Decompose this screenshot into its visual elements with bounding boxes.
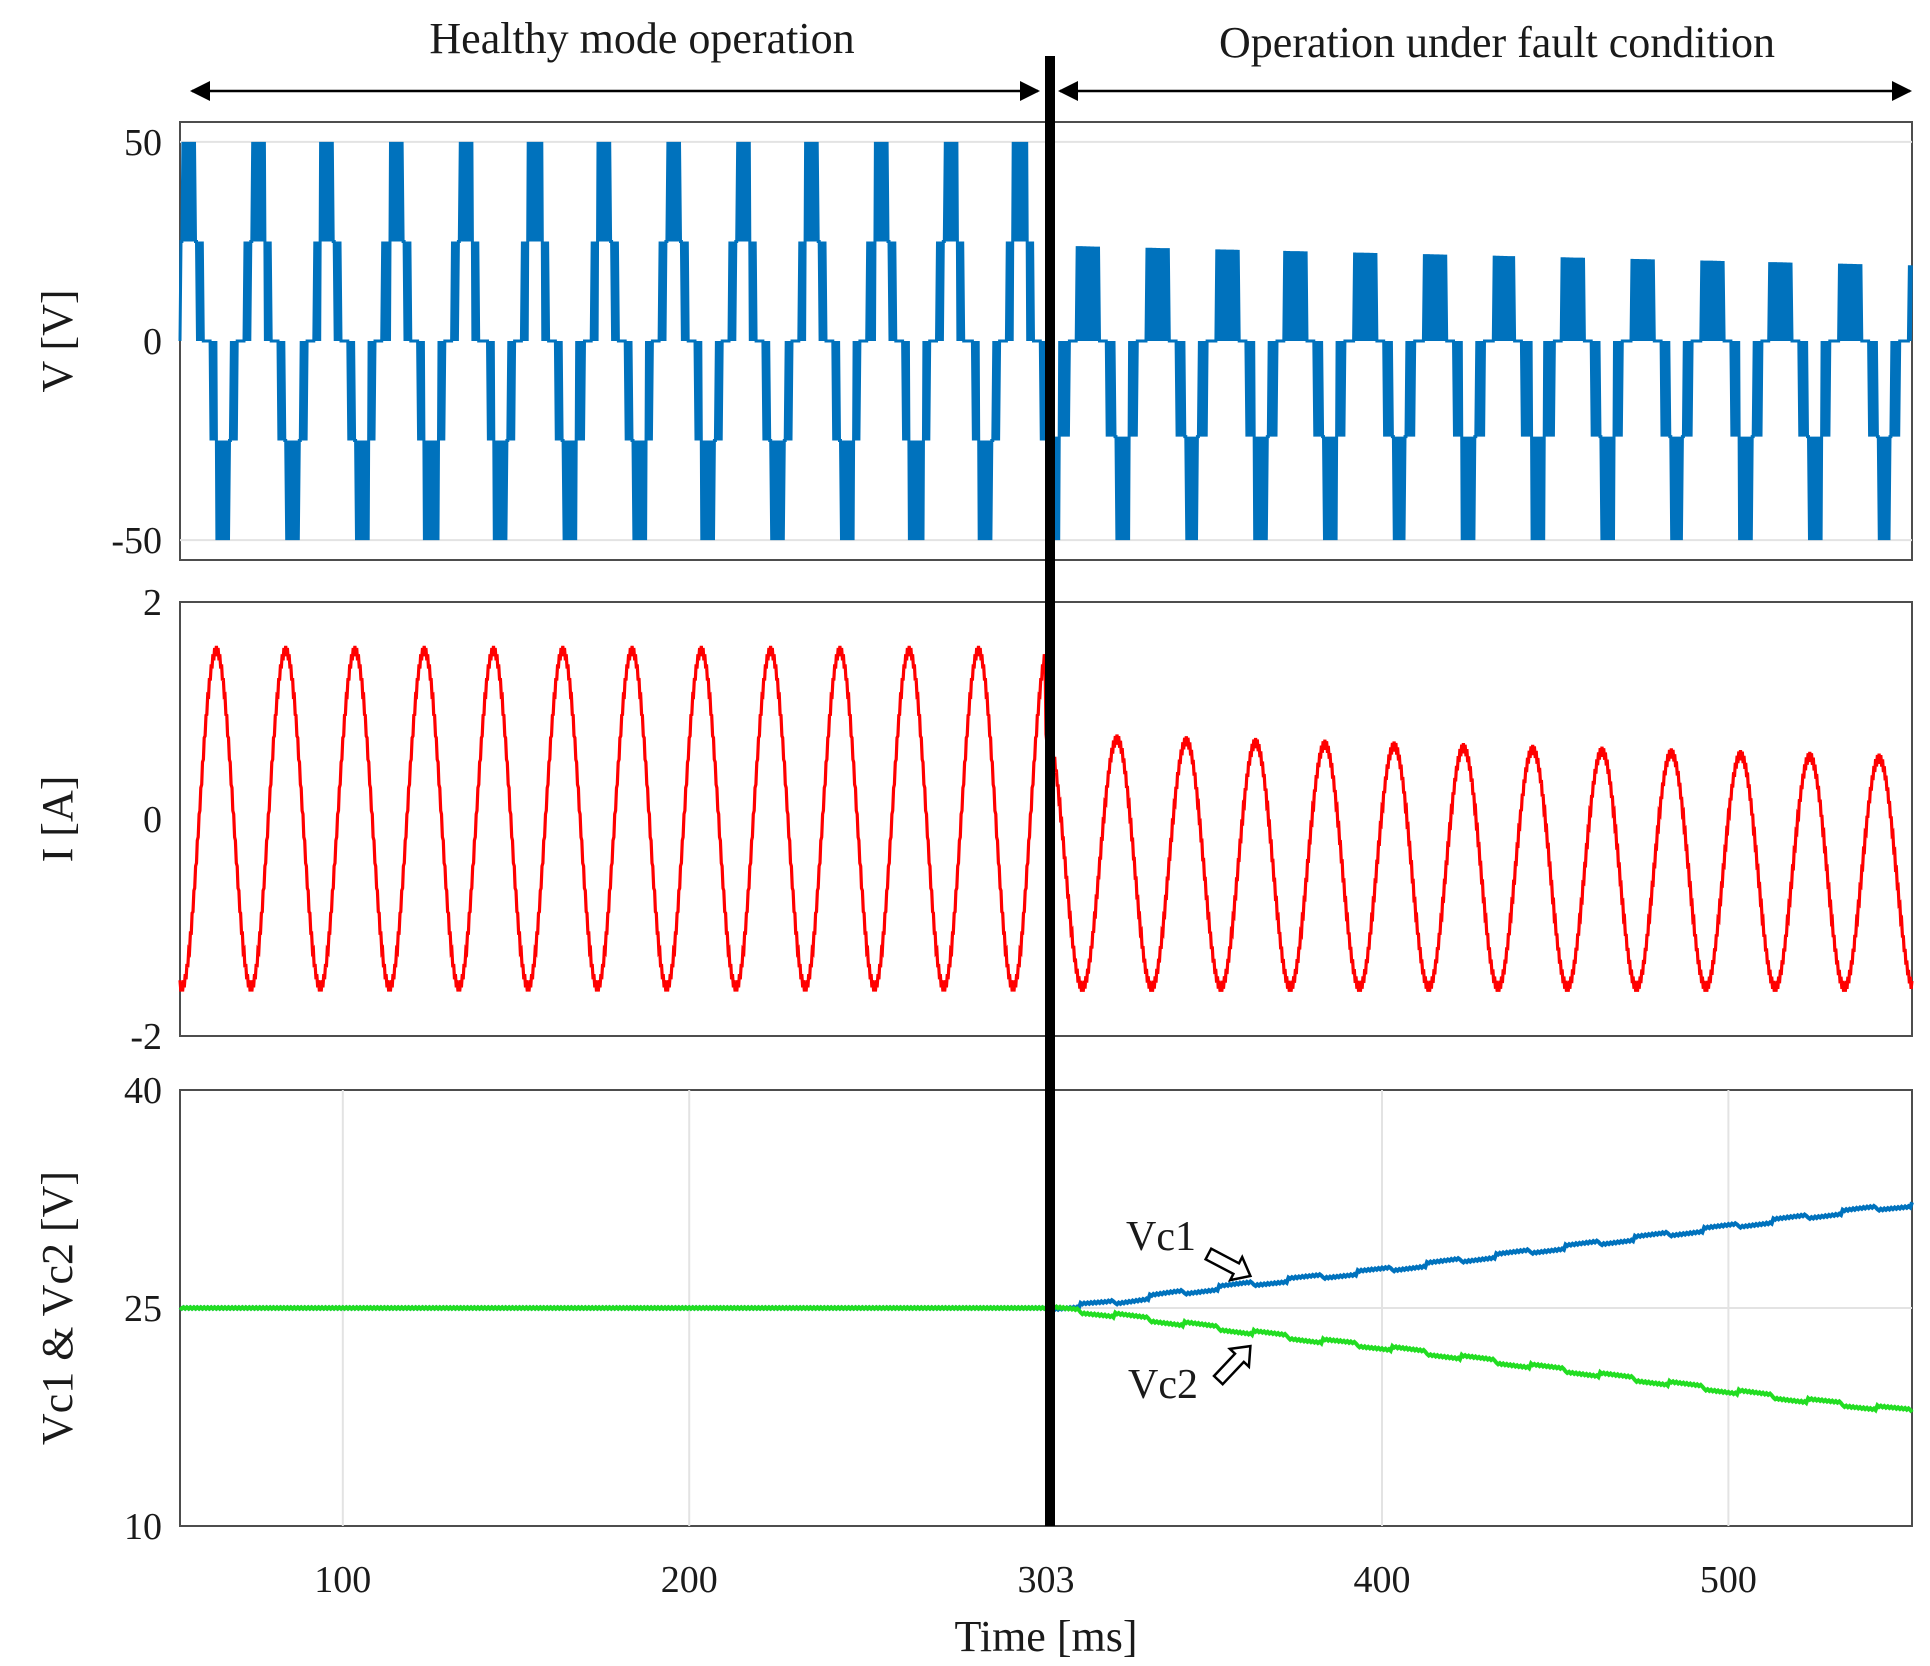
fault-mode-header: Operation under fault condition: [1219, 18, 1775, 67]
vc2-annotation-arrow-icon: [1212, 1344, 1252, 1386]
capacitor-y-tick-40: 40: [124, 1070, 162, 1112]
x-tick-303: 303: [1018, 1559, 1075, 1601]
voltage-y-tick-50: 50: [124, 122, 162, 164]
current-y-tick-0: 0: [143, 799, 162, 841]
capacitor-y-axis-label: Vc1 & Vc2 [V]: [33, 1171, 82, 1445]
healthy-mode-header: Healthy mode operation: [429, 14, 854, 63]
x-axis-label: Time [ms]: [955, 1612, 1138, 1661]
current-y-axis-label: I [A]: [33, 776, 82, 863]
current-y-tick-2: 2: [143, 582, 162, 624]
x-tick-400: 400: [1354, 1559, 1411, 1601]
capacitor-y-tick-10: 10: [124, 1506, 162, 1548]
voltage-y-axis-label: V [V]: [33, 289, 82, 392]
capacitor-voltage-panel: Vc1 & Vc2 [V] 40 25 10 100 200 303 400 5…: [33, 1070, 1914, 1661]
capacitor-y-tick-25: 25: [124, 1288, 162, 1330]
x-tick-100: 100: [314, 1559, 371, 1601]
vc1-annotation-label: Vc1: [1126, 1214, 1196, 1260]
x-tick-500: 500: [1700, 1559, 1757, 1601]
voltage-y-tick-0: 0: [143, 321, 162, 363]
voltage-panel: V [V] 50 0 -50: [33, 121, 1913, 562]
vc1-annotation-arrow-icon: [1203, 1247, 1253, 1282]
current-y-tick-neg2: -2: [130, 1016, 162, 1058]
voltage-y-tick-neg50: -50: [111, 520, 162, 562]
vc2-annotation-label: Vc2: [1128, 1362, 1198, 1408]
current-panel: I [A] 2 0 -2: [33, 582, 1914, 1058]
x-tick-200: 200: [661, 1559, 718, 1601]
